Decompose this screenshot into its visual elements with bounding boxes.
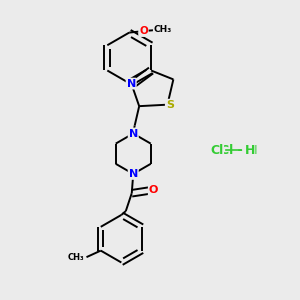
- Text: S: S: [166, 100, 174, 110]
- Text: CH₃: CH₃: [68, 253, 84, 262]
- Text: O: O: [139, 26, 148, 36]
- Text: Cl: Cl: [210, 143, 224, 157]
- Text: Cl - H: Cl - H: [220, 143, 258, 157]
- Text: H: H: [244, 143, 255, 157]
- Text: N: N: [127, 79, 136, 88]
- Text: CH₃: CH₃: [154, 25, 172, 34]
- Text: O: O: [149, 185, 158, 195]
- Text: N: N: [129, 169, 138, 179]
- Text: N: N: [129, 128, 138, 139]
